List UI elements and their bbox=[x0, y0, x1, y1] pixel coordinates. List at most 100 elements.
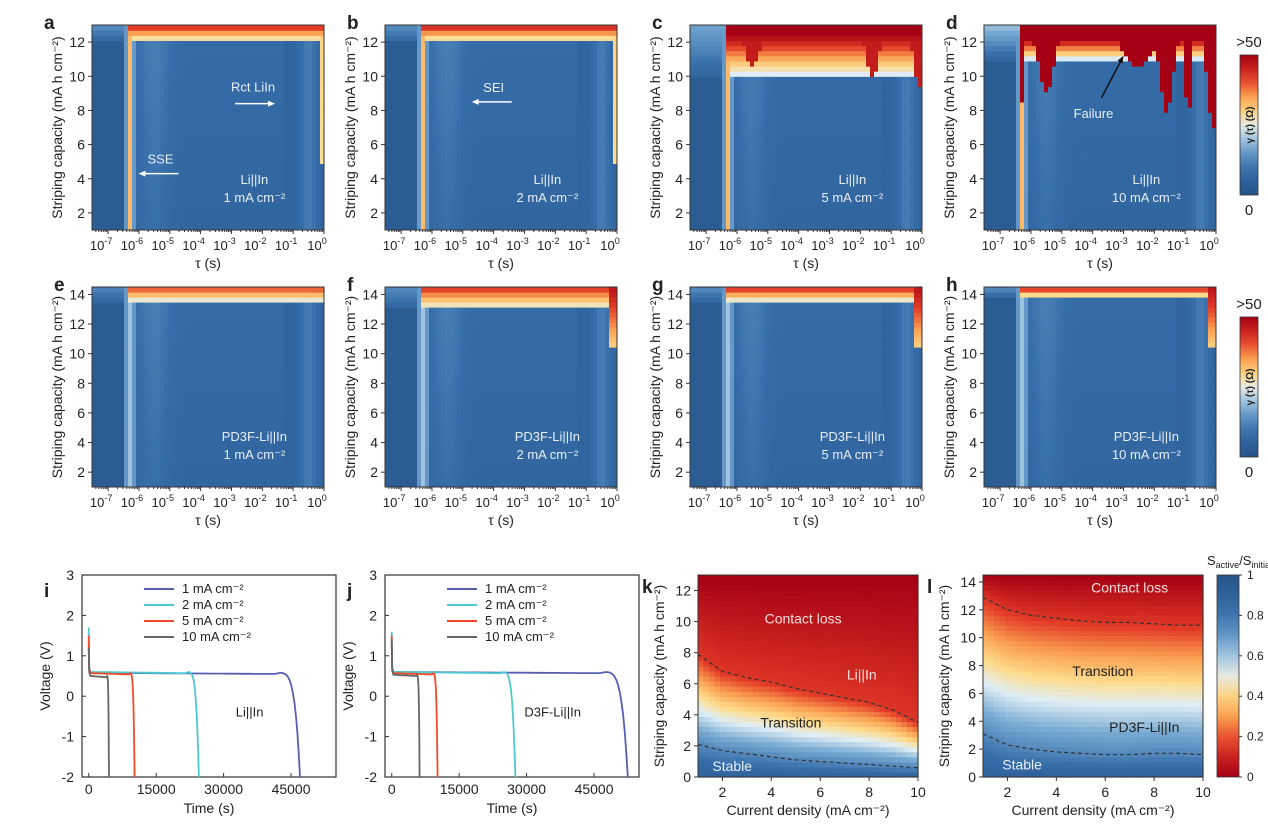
heatmap-cell bbox=[529, 219, 534, 226]
heatmap-cell bbox=[300, 40, 305, 47]
heatmap-cell bbox=[405, 183, 410, 190]
heatmap-cell bbox=[461, 101, 466, 108]
heatmap-cell bbox=[581, 148, 586, 154]
heatmap-cell bbox=[433, 173, 438, 180]
heatmap-cell bbox=[690, 107, 695, 113]
heatmap-cell bbox=[513, 209, 518, 216]
heatmap-cell bbox=[473, 55, 478, 62]
heatmap-cell bbox=[461, 163, 466, 170]
heatmap-cell bbox=[236, 86, 241, 93]
heatmap-cell bbox=[248, 30, 253, 36]
heatmap-cell bbox=[529, 122, 534, 129]
heatmap-cell bbox=[272, 153, 277, 159]
heatmap-cell bbox=[425, 153, 430, 159]
heatmap-cell bbox=[292, 86, 297, 93]
heatmap-cell bbox=[601, 96, 606, 103]
heatmap-cell bbox=[605, 173, 610, 180]
heatmap-cell bbox=[104, 142, 109, 149]
heatmap-cell bbox=[252, 209, 257, 216]
heatmap-cell bbox=[513, 86, 518, 93]
heatmap-cell bbox=[204, 107, 209, 113]
heatmap-cell bbox=[569, 214, 574, 221]
heatmap-cell bbox=[256, 214, 261, 221]
heatmap-cell bbox=[581, 40, 586, 47]
heatmap-cell bbox=[690, 194, 695, 200]
x-axis-label: τ (s) bbox=[488, 255, 514, 271]
heatmap-cell bbox=[168, 40, 173, 47]
heatmap-cell bbox=[316, 30, 321, 36]
heatmap-cell bbox=[541, 35, 546, 41]
heatmap-cell bbox=[561, 45, 566, 52]
heatmap-cell bbox=[393, 45, 398, 52]
heatmap-cell bbox=[280, 101, 285, 108]
heatmap-cell bbox=[256, 183, 261, 190]
heatmap-cell bbox=[457, 158, 462, 164]
heatmap-cell bbox=[698, 132, 703, 139]
heatmap-cell bbox=[276, 122, 281, 129]
heatmap-cell bbox=[196, 117, 201, 123]
heatmap-cell bbox=[601, 158, 606, 164]
heatmap-cell bbox=[316, 142, 321, 149]
heatmap-cell bbox=[609, 55, 614, 62]
heatmap-cell bbox=[248, 122, 253, 129]
heatmap-cell bbox=[144, 45, 149, 52]
heatmap-cell bbox=[537, 224, 542, 230]
heatmap-cell bbox=[489, 189, 494, 195]
heatmap-cell bbox=[497, 30, 502, 36]
heatmap-cell bbox=[417, 204, 422, 211]
heatmap-cell bbox=[561, 209, 566, 216]
heatmap-cell bbox=[312, 214, 317, 221]
heatmap-cell bbox=[300, 66, 305, 72]
heatmap-cell bbox=[549, 178, 554, 185]
heatmap-cell bbox=[609, 101, 614, 108]
heatmap-cell bbox=[698, 96, 703, 103]
heatmap-cell bbox=[469, 45, 474, 52]
heatmap-cell bbox=[212, 224, 217, 230]
heatmap-cell bbox=[545, 153, 550, 159]
heatmap-cell bbox=[184, 148, 189, 154]
heatmap-cell bbox=[196, 224, 201, 230]
heatmap-cell bbox=[457, 209, 462, 216]
heatmap-cell bbox=[690, 35, 695, 41]
heatmap-cell bbox=[124, 66, 129, 72]
heatmap-cell bbox=[92, 35, 97, 41]
heatmap-cell bbox=[304, 101, 309, 108]
heatmap-cell bbox=[497, 158, 502, 164]
heatmap-cell bbox=[549, 173, 554, 180]
heatmap-cell bbox=[698, 35, 703, 41]
heatmap-cell bbox=[533, 142, 538, 149]
heatmap-cell bbox=[232, 30, 237, 36]
heatmap-cell bbox=[204, 96, 209, 103]
heatmap-cell bbox=[597, 35, 602, 41]
heatmap-cell bbox=[401, 158, 406, 164]
heatmap-cell bbox=[549, 101, 554, 108]
heatmap-cell bbox=[573, 148, 578, 154]
heatmap-cell bbox=[409, 194, 414, 200]
heatmap-cell bbox=[116, 112, 121, 118]
heatmap-cell bbox=[513, 30, 518, 36]
heatmap-cell bbox=[469, 107, 474, 113]
heatmap-cell bbox=[509, 122, 514, 129]
heatmap-cell bbox=[176, 50, 181, 57]
heatmap-cell bbox=[92, 194, 97, 200]
heatmap-cell bbox=[537, 214, 542, 221]
heatmap-cell bbox=[160, 71, 165, 77]
heatmap-cell bbox=[288, 81, 293, 88]
heatmap-cell bbox=[268, 189, 273, 195]
heatmap-cell bbox=[308, 96, 313, 103]
heatmap-cell bbox=[212, 71, 217, 77]
heatmap-cell bbox=[461, 224, 466, 230]
heatmap-cell bbox=[184, 173, 189, 180]
heatmap-cell bbox=[690, 173, 695, 180]
heatmap-cell bbox=[489, 66, 494, 72]
heatmap-cell bbox=[260, 25, 265, 31]
heatmap-cell bbox=[569, 158, 574, 164]
heatmap-cell bbox=[449, 189, 454, 195]
heatmap-cell bbox=[441, 204, 446, 211]
heatmap-cell bbox=[501, 168, 506, 175]
heatmap-cell bbox=[457, 71, 462, 77]
heatmap-cell bbox=[96, 194, 101, 200]
heatmap-cell bbox=[461, 122, 466, 129]
heatmap-cell bbox=[573, 71, 578, 77]
heatmap-cell bbox=[565, 30, 570, 36]
